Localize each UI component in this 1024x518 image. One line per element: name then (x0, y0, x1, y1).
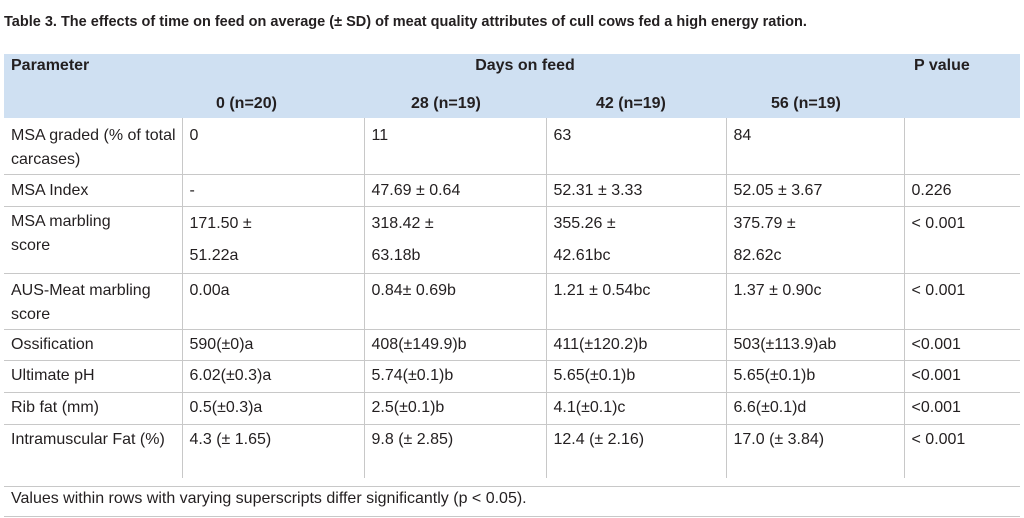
row-parameter: Ultimate pH (4, 360, 183, 393)
cell-day-56: 84 (726, 118, 905, 175)
row-parameter: Intramuscular Fat (%) (4, 424, 183, 478)
cell-day-42: 1.21 ± 0.54bc (546, 273, 727, 330)
cell-day-0: 590(±0)a (182, 329, 365, 361)
header-row-2: 0 (n=20) 28 (n=19) 42 (n=19) 56 (n=19) (4, 92, 1020, 118)
cell-p-value: 0.226 (904, 174, 1020, 207)
cell-day-0: 0.00a (182, 273, 365, 330)
cell-day-28: 318.42 ± 63.18b (364, 206, 547, 274)
cell-day-28: 9.8 (± 2.85) (364, 424, 547, 478)
table-row: Rib fat (mm) 0.5(±0.3)a 2.5(±0.1)b 4.1(±… (4, 392, 1020, 425)
meat-quality-table: Parameter Days on feed P value 0 (n=20) … (4, 54, 1020, 478)
cell-day-56: 5.65(±0.1)b (726, 360, 905, 393)
table-bottom-border (4, 516, 1020, 517)
row-parameter: MSA Index (4, 174, 183, 207)
cell-day-56: 52.05 ± 3.67 (726, 174, 905, 207)
cell-p-value: < 0.001 (911, 430, 966, 448)
cell-day-42: 411(±120.2)b (546, 329, 727, 361)
cell-day-28: 47.69 ± 0.64 (364, 174, 547, 207)
header-day-28: 28 (n=19) (364, 92, 546, 118)
cell-day-56: 375.79 ± 82.62c (726, 206, 905, 274)
cell-value-mean: 318.42 ± (371, 214, 434, 232)
cell-p-value: < 0.001 (904, 273, 1020, 330)
table-row: MSA graded (% of total carcases) 0 11 63… (4, 118, 1020, 175)
cell-value-sd: 51.22a (189, 246, 239, 264)
cell-value-mean: 171.50 ± (189, 214, 252, 232)
cell-day-28: 0.84± 0.69b (364, 273, 547, 330)
header-p-value: P value (904, 54, 1020, 92)
cell-day-42: 4.1(±0.1)c (546, 392, 727, 425)
cell-value-sd: 63.18b (371, 246, 421, 264)
table-row: AUS-Meat marbling score 0.00a 0.84± 0.69… (4, 273, 1020, 330)
cell-p-value (904, 118, 1020, 175)
header-day-0: 0 (n=20) (182, 92, 364, 118)
row-parameter: Ossification (4, 329, 183, 361)
cell-p-value: <0.001 (904, 360, 1020, 393)
header-row-1: Parameter Days on feed P value (4, 54, 1020, 92)
header-parameter: Parameter (4, 54, 182, 92)
cell-day-42: 12.4 (± 2.16) (546, 424, 727, 478)
table-footnote: Values within rows with varying superscr… (11, 490, 527, 507)
table-row: Intramuscular Fat (%) 4.3 (± 1.65) 9.8 (… (4, 424, 1020, 478)
cell-day-0: 4.3 (± 1.65) (182, 424, 365, 478)
cell-day-42: 63 (546, 118, 727, 175)
row-parameter: MSA marbling score (4, 206, 183, 274)
footnote-divider (4, 486, 1020, 487)
header-days-on-feed: Days on feed (364, 54, 726, 92)
row-parameter: AUS-Meat marbling score (4, 273, 183, 330)
cell-p-value: <0.001 (904, 392, 1020, 425)
cell-day-28: 11 (364, 118, 547, 175)
cell-day-28: 408(±149.9)b (364, 329, 547, 361)
row-parameter-line-2: score (11, 236, 51, 254)
cell-day-42: 52.31 ± 3.33 (546, 174, 727, 207)
cell-day-0: 6.02(±0.3)a (182, 360, 365, 393)
cell-day-56: 17.0 (± 3.84) (726, 424, 905, 478)
row-parameter-line-1: MSA marbling (11, 212, 111, 230)
cell-p-value: <0.001 (904, 329, 1020, 361)
table-row: MSA marbling score 171.50 ± 51.22a 318.4… (4, 206, 1020, 274)
cell-day-28: 2.5(±0.1)b (364, 392, 547, 425)
cell-value-mean: 355.26 ± (553, 214, 616, 232)
cell-value-sd: 42.61bc (553, 246, 611, 264)
table-caption: Table 3. The effects of time on feed on … (4, 14, 807, 30)
cell-day-28: 5.74(±0.1)b (364, 360, 547, 393)
cell-day-56: 503(±113.9)ab (726, 329, 905, 361)
table-row: Ultimate pH 6.02(±0.3)a 5.74(±0.1)b 5.65… (4, 360, 1020, 393)
cell-value-mean: 375.79 ± (733, 214, 796, 232)
header-day-42: 42 (n=19) (546, 92, 726, 118)
cell-p-value: < 0.001 (904, 206, 1020, 274)
row-parameter: MSA graded (% of total carcases) (4, 118, 183, 175)
header-day-56: 56 (n=19) (726, 92, 904, 118)
cell-day-0: - (182, 174, 365, 207)
table-row: MSA Index - 47.69 ± 0.64 52.31 ± 3.33 52… (4, 174, 1020, 207)
table-row: Ossification 590(±0)a 408(±149.9)b 411(±… (4, 329, 1020, 361)
cell-day-0: 171.50 ± 51.22a (182, 206, 365, 274)
row-parameter: Rib fat (mm) (4, 392, 183, 425)
cell-day-0: 0.5(±0.3)a (182, 392, 365, 425)
cell-day-0: 0 (182, 118, 365, 175)
cell-day-56: 6.6(±0.1)d (726, 392, 905, 425)
cell-day-42: 5.65(±0.1)b (546, 360, 727, 393)
cell-value-sd: 82.62c (733, 246, 782, 264)
cell-day-42: 355.26 ± 42.61bc (546, 206, 727, 274)
cell-day-56: 1.37 ± 0.90c (726, 273, 905, 330)
